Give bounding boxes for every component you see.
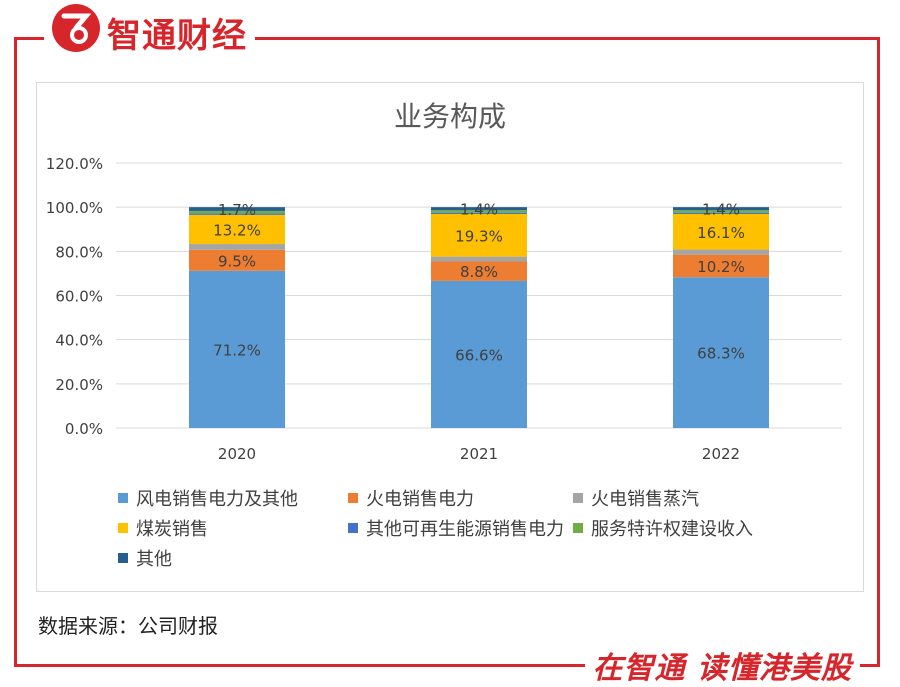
brand-logo-icon xyxy=(52,4,100,52)
bar-segment xyxy=(189,249,285,271)
bar-segment xyxy=(189,270,285,428)
legend-item: 火电销售蒸汽 xyxy=(573,485,699,511)
bar-segment xyxy=(673,249,769,255)
data-label: 66.6% xyxy=(455,346,503,364)
data-label: 8.8% xyxy=(460,263,498,281)
bar-segment xyxy=(189,207,285,211)
bar-segment xyxy=(673,254,769,278)
legend-item: 其他可再生能源销售电力 xyxy=(348,515,564,541)
bar-segment xyxy=(673,207,769,211)
data-label: 13.2% xyxy=(213,221,261,239)
legend-item: 风电销售电力及其他 xyxy=(118,485,298,511)
y-tick-label: 0.0% xyxy=(65,420,103,438)
data-label: 9.5% xyxy=(218,252,256,270)
legend-item: 其他 xyxy=(118,545,172,571)
y-tick-label: 100.0% xyxy=(46,199,103,217)
bar-segment xyxy=(431,207,527,211)
legend-item: 煤炭销售 xyxy=(118,515,208,541)
frame-top-right xyxy=(230,37,880,40)
legend-label: 其他 xyxy=(136,549,172,570)
legend-label: 火电销售电力 xyxy=(366,489,474,510)
bar-segment xyxy=(431,214,527,257)
y-tick-label: 80.0% xyxy=(55,243,103,261)
frame-top-left xyxy=(14,37,44,40)
bar-segment xyxy=(189,210,285,214)
bar-segment xyxy=(431,280,527,428)
legend-label: 其他可再生能源销售电力 xyxy=(366,519,564,540)
bar-segment xyxy=(431,256,527,262)
frame-bottom xyxy=(14,664,880,667)
frame-right xyxy=(877,37,880,667)
legend-label: 煤炭销售 xyxy=(136,519,208,540)
data-label: 10.2% xyxy=(697,258,745,276)
data-label: 68.3% xyxy=(697,345,745,363)
legend-item: 服务特许权建设收入 xyxy=(573,515,753,541)
legend-swatch xyxy=(348,523,358,533)
legend-swatch xyxy=(118,493,128,503)
bar-segment xyxy=(431,212,527,215)
legend-label: 火电销售蒸汽 xyxy=(591,489,699,510)
data-label: 1.7% xyxy=(218,201,256,219)
data-label: 71.2% xyxy=(213,341,261,359)
bar-segment xyxy=(431,261,527,281)
data-label: 1.4% xyxy=(460,201,498,219)
data-source-note: 数据来源：公司财报 xyxy=(38,614,218,638)
x-tick-label: 2021 xyxy=(460,445,498,463)
data-label: 1.4% xyxy=(702,201,740,219)
y-tick-label: 20.0% xyxy=(55,376,103,394)
bar-segment xyxy=(673,210,769,213)
bar-segment xyxy=(189,213,285,215)
brand-name: 智通财经 xyxy=(107,8,255,57)
legend-swatch xyxy=(573,523,583,533)
legend-swatch xyxy=(348,493,358,503)
bar-segment xyxy=(673,212,769,215)
legend-label: 风电销售电力及其他 xyxy=(136,489,298,510)
legend-swatch xyxy=(573,493,583,503)
y-tick-label: 60.0% xyxy=(55,288,103,306)
frame-left xyxy=(14,37,17,667)
data-label: 19.3% xyxy=(455,227,503,245)
bar-segment xyxy=(673,214,769,250)
legend-label: 服务特许权建设收入 xyxy=(591,519,753,540)
y-tick-label: 40.0% xyxy=(55,332,103,350)
x-tick-label: 2020 xyxy=(218,445,256,463)
legend-item: 火电销售电力 xyxy=(348,485,474,511)
bar-segment xyxy=(673,277,769,428)
bar-segment xyxy=(431,210,527,213)
brand-slogan: 在智通 读懂港美股 xyxy=(584,643,860,687)
chart-title: 业务构成 xyxy=(393,100,506,133)
y-tick-label: 120.0% xyxy=(46,155,103,173)
data-label: 16.1% xyxy=(697,224,745,242)
bar-segment xyxy=(189,214,285,245)
x-tick-label: 2022 xyxy=(702,445,740,463)
bar-segment xyxy=(189,244,285,250)
legend-swatch xyxy=(118,523,128,533)
legend-swatch xyxy=(118,553,128,563)
